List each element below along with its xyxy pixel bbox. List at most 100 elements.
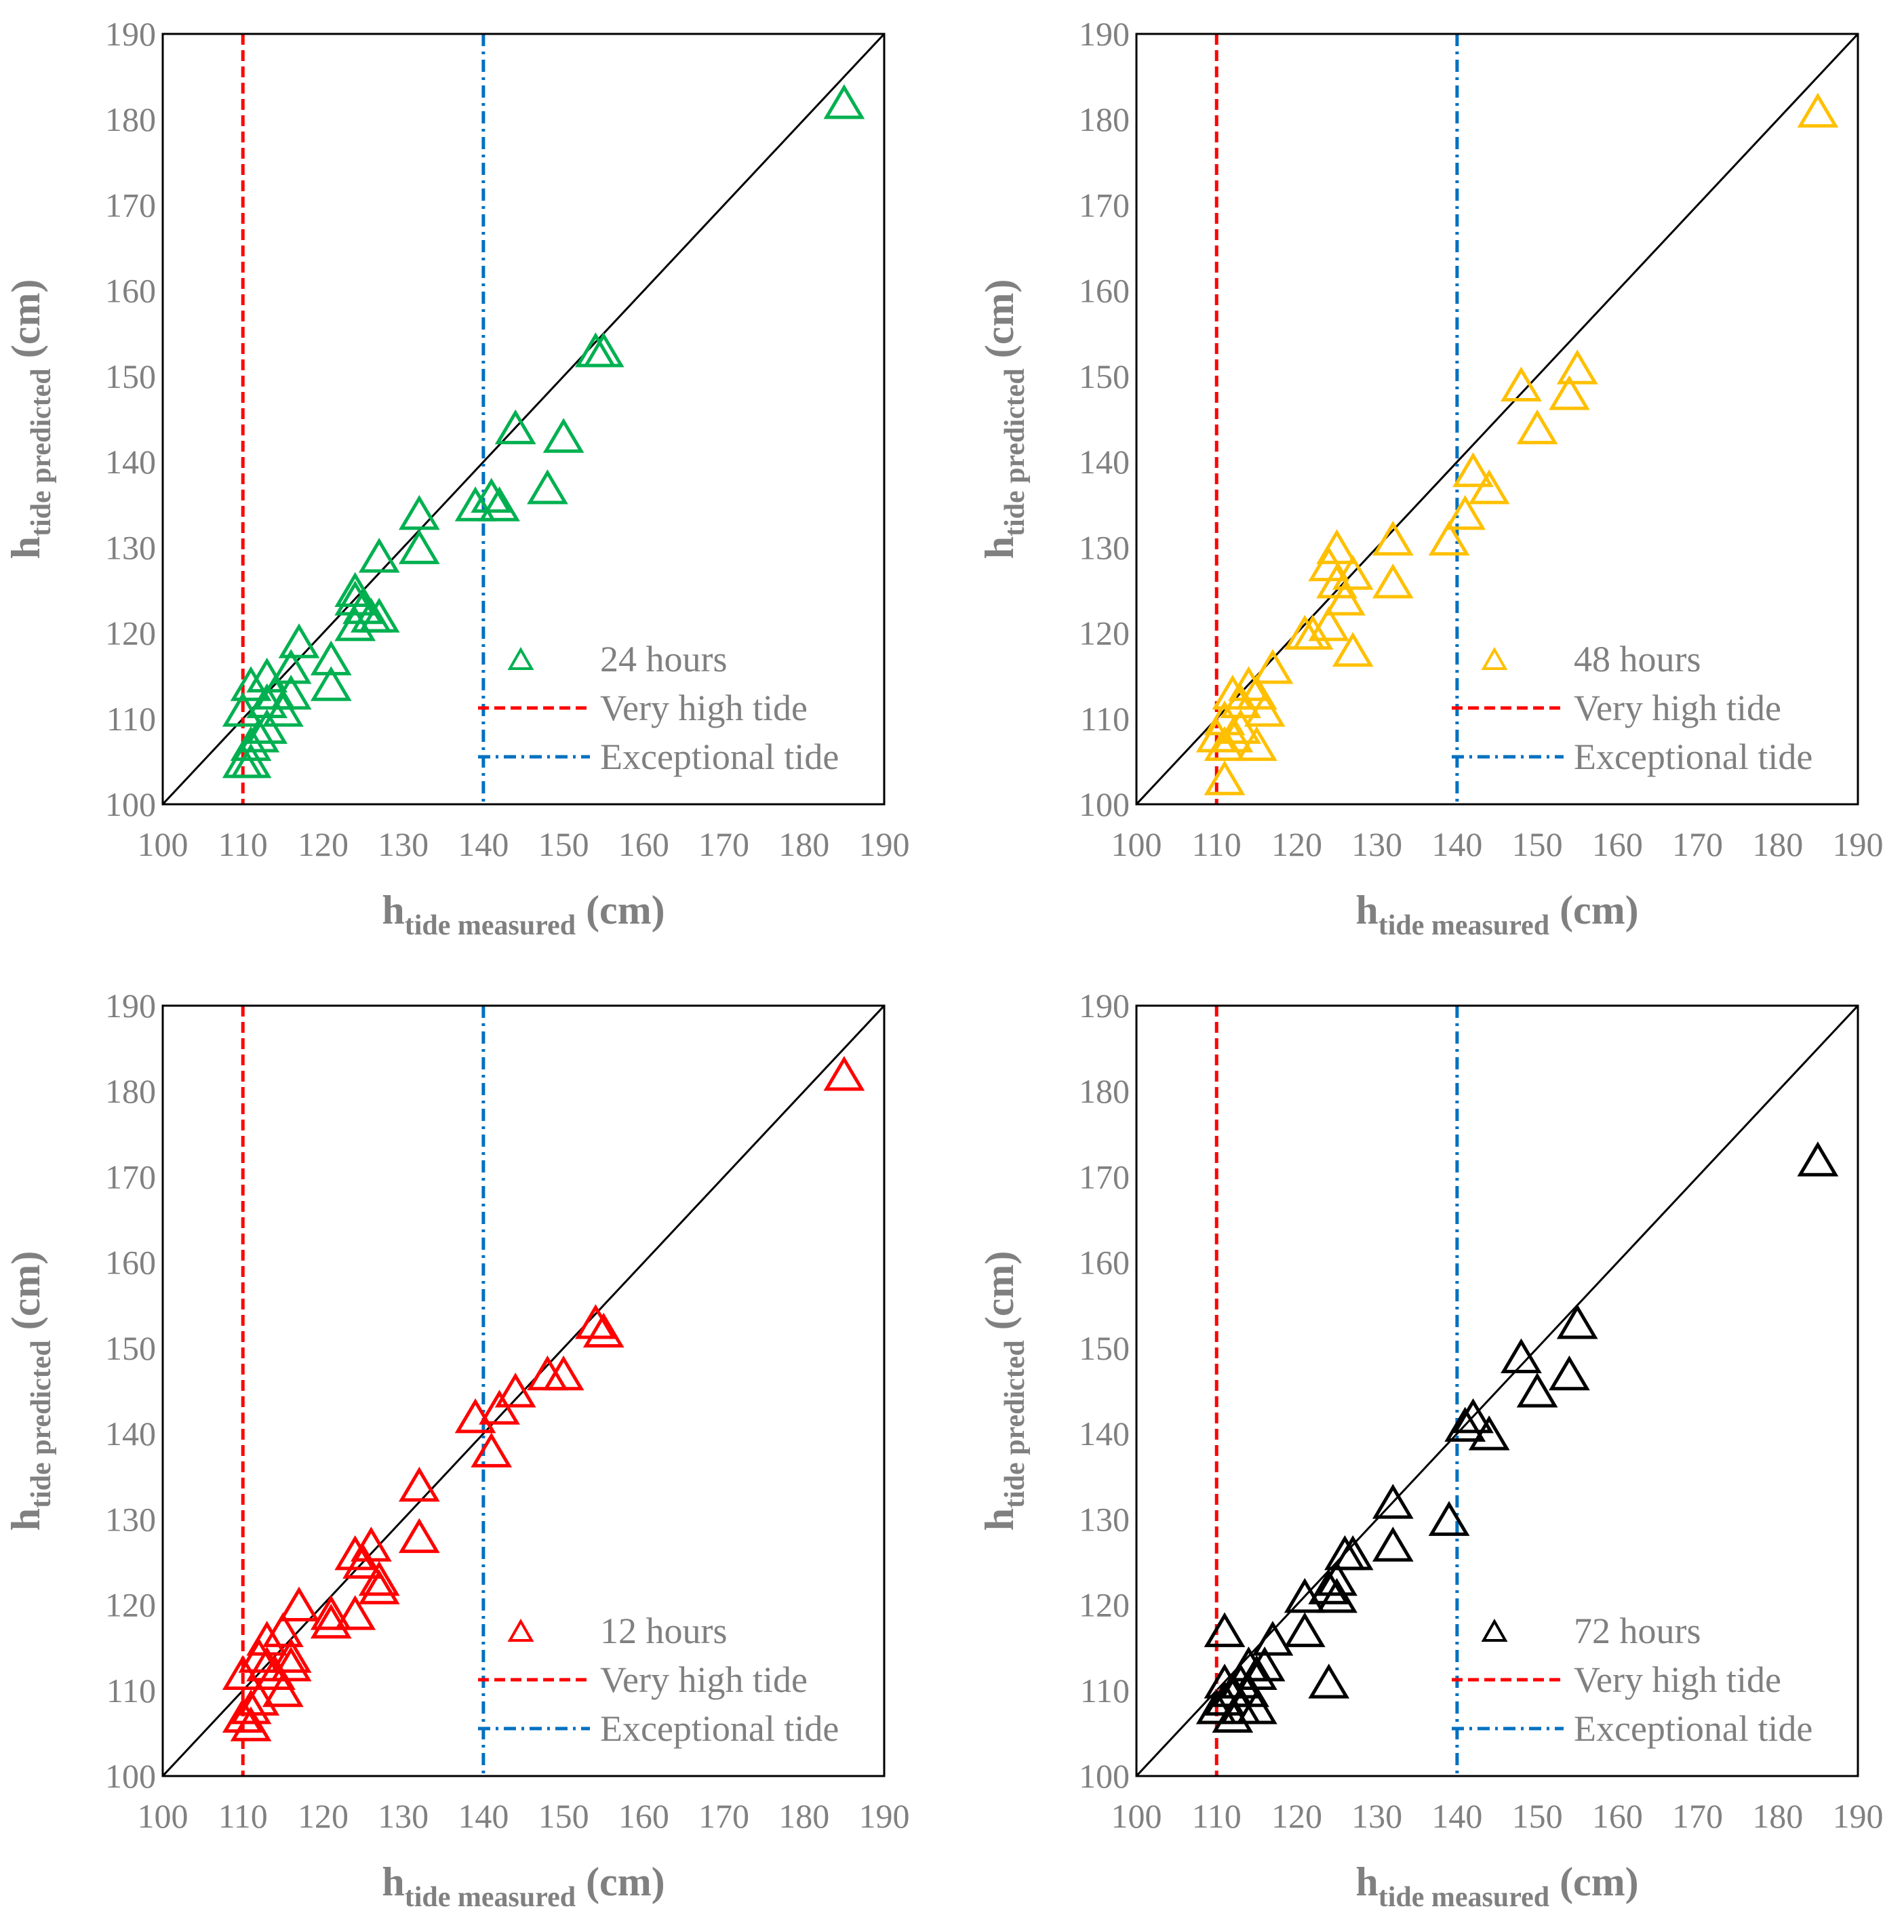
data-point (230, 1706, 272, 1741)
data-point (1308, 546, 1350, 582)
legend-marker (507, 1618, 534, 1642)
x-tick-label: 170 (698, 1797, 749, 1835)
data-point (222, 743, 264, 778)
data-point (278, 623, 320, 658)
y-axis-label: htide predicted (cm) (977, 279, 1031, 559)
data-point (270, 1646, 312, 1682)
data-point (230, 1689, 272, 1724)
x-tick-label: 160 (1592, 825, 1643, 863)
data-point (823, 84, 865, 119)
y-tick-label: 180 (105, 100, 156, 138)
x-tick-label: 170 (1672, 1797, 1723, 1835)
data-point (1220, 709, 1262, 744)
data-point (1204, 1612, 1246, 1647)
y-tick-label: 180 (1079, 1072, 1130, 1110)
x-tick-label: 140 (1431, 825, 1482, 863)
data-point (1195, 717, 1237, 753)
data-point (1284, 614, 1326, 650)
data-point (1428, 1501, 1470, 1536)
plot-frame (1135, 1004, 1859, 1777)
y-tick-label: 160 (1079, 1244, 1130, 1282)
data-point (1372, 520, 1414, 556)
data-point (582, 1312, 624, 1348)
x-tick-label: 190 (1833, 1797, 1884, 1835)
data-point (310, 1603, 352, 1639)
y-axis-label: htide predicted (cm) (3, 279, 57, 559)
legend: 72 hours Very high tide Exceptional tide (1452, 1611, 1812, 1749)
y-tick-label: 100 (1079, 785, 1130, 823)
data-point (494, 1373, 536, 1408)
y-tick-label: 120 (1079, 1586, 1130, 1624)
data-point (1220, 1689, 1262, 1724)
data-point (1316, 563, 1357, 599)
x-tick-label: 160 (1592, 1797, 1643, 1835)
x-tick-label: 150 (1512, 825, 1563, 863)
data-point (1324, 580, 1366, 616)
data-point (398, 1518, 440, 1554)
data-point (1204, 1680, 1246, 1716)
data-point (1332, 631, 1374, 667)
legend-label-series: 12 hours (600, 1611, 728, 1651)
y-tick-label: 190 (1079, 15, 1130, 53)
data-point (310, 1595, 352, 1630)
identity-line (1136, 1006, 1858, 1776)
y-tick-label: 120 (1079, 614, 1130, 652)
data-point (1372, 1526, 1414, 1562)
data-point (222, 692, 264, 727)
x-tick-label: 130 (1351, 825, 1402, 863)
data-point (1235, 674, 1277, 710)
x-tick-label: 120 (298, 825, 349, 863)
x-tick-label: 100 (1111, 1797, 1162, 1835)
plot-frame (161, 1004, 886, 1777)
legend-label-very-high-tide: Very high tide (1574, 688, 1781, 728)
data-point (238, 1638, 280, 1673)
legend-label-exceptional-tide: Exceptional tide (1574, 1708, 1812, 1749)
data-point (398, 1466, 440, 1502)
data-point (350, 597, 392, 633)
data-point (222, 1655, 264, 1691)
data-point (1308, 606, 1350, 642)
data-point (1308, 1663, 1350, 1699)
y-tick-label: 150 (105, 1329, 156, 1367)
x-tick-label: 150 (538, 825, 589, 863)
data-point (262, 1672, 304, 1708)
x-tick-label: 130 (1351, 1797, 1402, 1835)
data-point (1797, 92, 1839, 128)
y-tick-label: 180 (105, 1072, 156, 1110)
data-point (1252, 1621, 1294, 1656)
y-tick-label: 170 (1079, 186, 1130, 224)
y-tick-label: 160 (105, 1244, 156, 1282)
data-point (471, 477, 513, 513)
y-tick-label: 100 (1079, 1757, 1130, 1795)
data-point (278, 1586, 320, 1622)
data-point (1220, 683, 1262, 719)
data-point (1204, 726, 1246, 762)
data-point (358, 1569, 400, 1604)
data-point (342, 1543, 384, 1579)
x-tick-label: 150 (1512, 1797, 1563, 1835)
data-point (1444, 1406, 1486, 1442)
data-point (246, 657, 288, 693)
data-point (334, 606, 376, 642)
data-point (310, 640, 352, 675)
plot-frame (161, 33, 886, 806)
data-point (454, 1398, 496, 1434)
x-tick-label: 110 (1192, 1797, 1242, 1835)
data-point (1468, 1415, 1510, 1451)
y-tick-label: 150 (105, 357, 156, 395)
x-tick-label: 180 (1752, 1797, 1803, 1835)
data-point (1316, 1560, 1357, 1596)
legend: 48 hours Very high tide Exceptional tide (1452, 639, 1812, 777)
data-point (398, 529, 440, 564)
data-point (1501, 366, 1542, 402)
legend-marker (507, 646, 534, 670)
data-point (230, 666, 272, 701)
data-point (1549, 375, 1590, 410)
y-tick-label: 100 (105, 785, 156, 823)
data-point (1284, 1578, 1326, 1613)
y-tick-label: 170 (1079, 1158, 1130, 1196)
x-tick-label: 110 (1192, 825, 1242, 863)
